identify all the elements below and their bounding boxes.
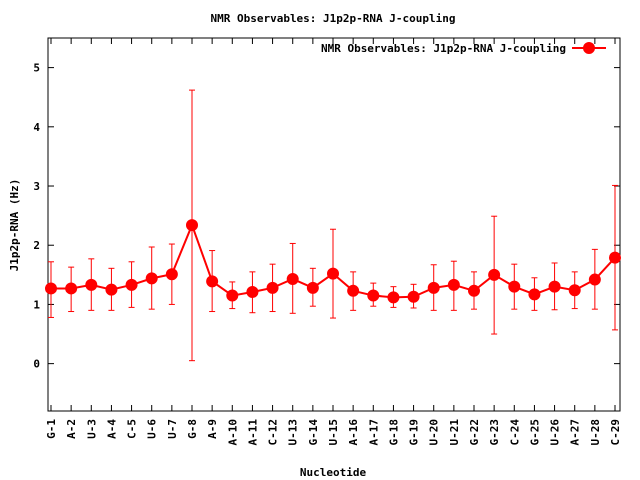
x-tick-label: C-12 (267, 419, 280, 446)
x-tick-label: G-8 (186, 419, 199, 439)
data-point (367, 289, 380, 302)
legend-label: NMR Observables: J1p2p-RNA J-coupling (321, 42, 566, 55)
chart-title: NMR Observables: J1p2p-RNA J-coupling (210, 12, 455, 25)
data-point (105, 283, 118, 296)
data-point (427, 281, 440, 294)
y-tick-label: 4 (33, 121, 40, 134)
data-point (508, 280, 521, 293)
y-axis: 0 1 2 3 4 5 (33, 62, 620, 371)
data-point (468, 284, 480, 297)
data-point (488, 268, 501, 281)
data-point (609, 251, 621, 264)
x-tick-label: U-3 (85, 419, 98, 439)
x-tick-label: G-22 (468, 419, 481, 446)
y-tick-label: 2 (33, 239, 40, 252)
error-bars (48, 89, 618, 362)
data-point (548, 280, 561, 293)
y-tick-label: 5 (33, 62, 40, 75)
x-tick-label: A-10 (226, 419, 239, 446)
x-tick-label: U-7 (166, 419, 179, 439)
y-tick-label: 1 (33, 298, 40, 311)
data-point (568, 284, 581, 297)
x-tick-label: A-16 (347, 419, 360, 446)
data-point (165, 268, 178, 281)
y-tick-label: 0 (33, 358, 40, 371)
x-tick-label: G-1 (45, 419, 58, 439)
x-tick-label: U-20 (428, 419, 441, 446)
y-tick-label: 3 (33, 180, 40, 193)
data-point (45, 282, 57, 295)
x-tick-label: G-19 (408, 419, 421, 446)
data-point (85, 278, 98, 291)
data-point (528, 288, 541, 301)
data-point (145, 272, 158, 285)
data-point (347, 284, 360, 297)
x-tick-label: G-14 (307, 419, 320, 446)
legend: NMR Observables: J1p2p-RNA J-coupling (321, 42, 606, 55)
data-point (186, 219, 198, 232)
data-point (266, 281, 279, 294)
x-tick-label: A-9 (206, 419, 219, 439)
data-point (286, 272, 299, 285)
data-point (65, 282, 78, 295)
legend-marker (583, 42, 595, 54)
x-tick-label: C-29 (609, 419, 622, 446)
x-tick-label: C-24 (508, 419, 521, 446)
x-tick-label: A-27 (569, 419, 582, 446)
data-point (447, 278, 460, 291)
x-axis-label: Nucleotide (300, 466, 367, 479)
data-point (206, 275, 219, 288)
data-point (327, 267, 339, 280)
data-point (306, 281, 319, 294)
x-tick-label: U-26 (549, 419, 562, 446)
data-points (45, 219, 621, 304)
x-tick-label: U-21 (448, 419, 461, 446)
data-point (125, 278, 138, 291)
data-point (407, 290, 420, 303)
data-point (246, 285, 259, 298)
data-point (226, 289, 239, 302)
x-tick-label: C-5 (126, 419, 139, 439)
x-tick-label: A-2 (65, 419, 78, 439)
plot-area (47, 37, 621, 412)
x-tick-label: U-13 (287, 419, 300, 446)
x-tick-label: A-17 (367, 419, 380, 446)
x-tick-label: G-18 (387, 419, 400, 446)
x-tick-label: G-23 (488, 419, 501, 446)
y-axis-label: J1p2p-RNA (Hz) (8, 179, 21, 272)
data-point (387, 291, 400, 304)
data-point (588, 273, 601, 286)
x-tick-label: G-25 (528, 419, 541, 446)
x-tick-label: U-28 (589, 419, 602, 446)
x-tick-label: U-15 (327, 419, 340, 446)
x-axis: G-1 A-2 U-3 A-4 C-5 U-6 U-7 G-8 A-9 A-10 A-11 C-12 U… (45, 38, 622, 446)
x-tick-label: U-6 (146, 419, 159, 439)
x-tick-label: A-11 (246, 419, 259, 446)
x-tick-label: A-4 (105, 419, 118, 439)
